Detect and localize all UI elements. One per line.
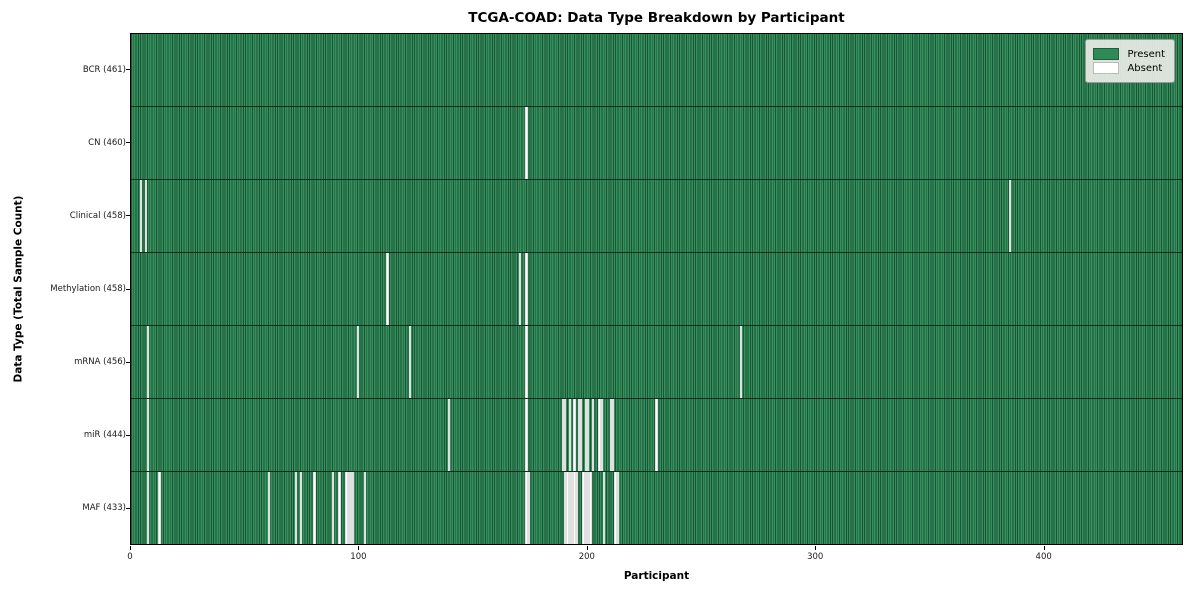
y-tick-mark: [126, 288, 130, 290]
data-type-row-maf: [131, 472, 1182, 544]
absent-stripe: [614, 472, 617, 544]
x-tick-mark: [358, 546, 360, 550]
y-tick-mark: [126, 69, 130, 71]
absent-stripe: [598, 399, 601, 471]
absent-stripe: [612, 399, 615, 471]
absent-stripe: [568, 472, 571, 544]
x-tick-label: 200: [578, 552, 595, 562]
x-tick-mark: [586, 546, 588, 550]
absent-stripe: [584, 472, 587, 544]
absent-stripe: [409, 326, 412, 398]
absent-stripe: [140, 180, 143, 252]
x-tick-mark: [1043, 546, 1045, 550]
absent-stripe: [573, 399, 576, 471]
present-swatch: [1093, 48, 1120, 60]
legend: Present Absent: [1085, 39, 1175, 83]
absent-stripe: [146, 472, 150, 544]
absent-stripe: [600, 399, 603, 471]
absent-stripe: [349, 472, 353, 544]
absent-stripe: [616, 472, 619, 544]
absent-stripe: [580, 399, 583, 471]
absent-stripe: [566, 472, 569, 544]
y-tick-label: CN (460): [88, 137, 126, 148]
data-type-row-methylation: [131, 253, 1182, 326]
absent-stripe: [564, 472, 567, 544]
y-tick-mark: [126, 507, 130, 509]
absent-stripe: [589, 472, 592, 544]
x-tick-mark: [130, 546, 131, 550]
absent-swatch: [1093, 62, 1120, 74]
absent-stripe: [525, 253, 528, 325]
x-tick-mark: [815, 546, 817, 550]
absent-stripe: [352, 472, 355, 544]
x-tick-label: 300: [807, 552, 824, 562]
y-tick-mark: [126, 434, 130, 436]
y-tick-label: Methylation (458): [50, 284, 126, 294]
absent-stripe: [525, 107, 528, 179]
absent-stripe: [527, 472, 530, 544]
plot-area: Present Absent: [130, 33, 1183, 545]
absent-stripe: [363, 472, 366, 544]
data-type-row-bcr: [131, 34, 1182, 107]
legend-present-label: Present: [1127, 48, 1165, 60]
absent-stripe: [525, 399, 528, 471]
absent-stripe: [518, 253, 521, 325]
y-tick-mark: [126, 361, 130, 363]
absent-stripe: [345, 472, 348, 544]
absent-stripe: [609, 399, 613, 471]
y-tick-label: BCR (461): [82, 64, 126, 75]
absent-stripe: [331, 472, 334, 544]
x-tick-label: 100: [350, 552, 367, 562]
absent-stripe: [564, 399, 567, 471]
absent-stripe: [584, 399, 587, 471]
absent-stripe: [586, 399, 590, 471]
absent-stripe: [347, 472, 350, 544]
legend-item-present: Present: [1093, 48, 1165, 60]
y-tick-label: mRNA (456): [74, 357, 126, 368]
absent-stripe: [575, 472, 578, 544]
absent-stripe: [582, 472, 585, 544]
absent-stripe: [525, 472, 528, 544]
absent-stripe: [525, 326, 528, 398]
absent-stripe: [146, 399, 150, 471]
absent-stripe: [386, 253, 389, 325]
absent-stripe: [573, 472, 576, 544]
absent-stripe: [561, 399, 565, 471]
absent-stripe: [295, 472, 298, 544]
absent-stripe: [571, 472, 574, 544]
y-tick-mark: [126, 215, 130, 217]
chart-title: TCGA-COAD: Data Type Breakdown by Partic…: [468, 10, 845, 26]
absent-stripe: [158, 472, 161, 544]
absent-stripe: [313, 472, 316, 544]
legend-absent-label: Absent: [1127, 62, 1163, 74]
y-tick-label: miR (444): [83, 430, 126, 441]
absent-stripe: [1008, 180, 1011, 252]
x-tick-label: 400: [1035, 552, 1052, 562]
data-type-row-cn: [131, 107, 1182, 180]
absent-stripe: [655, 399, 658, 471]
absent-stripe: [338, 472, 341, 544]
data-type-row-mrna: [131, 326, 1182, 399]
y-tick-label: Clinical (458): [69, 210, 126, 221]
absent-stripe: [267, 472, 271, 544]
absent-stripe: [299, 472, 302, 544]
absent-stripe: [144, 180, 147, 252]
y-tick-mark: [126, 142, 130, 144]
absent-stripe: [146, 326, 150, 398]
absent-stripe: [586, 472, 590, 544]
absent-stripe: [356, 326, 359, 398]
absent-stripe: [568, 399, 571, 471]
absent-stripe: [591, 399, 594, 471]
absent-stripe: [602, 472, 606, 544]
x-axis-label: Participant: [623, 570, 690, 582]
absent-stripe: [447, 399, 451, 471]
absent-stripe: [577, 399, 581, 471]
absent-stripe: [739, 326, 742, 398]
legend-item-absent: Absent: [1093, 62, 1165, 74]
data-type-row-clinical: [131, 180, 1182, 253]
x-tick-label: 0: [127, 552, 133, 562]
y-tick-label: MAF (433): [82, 503, 126, 514]
data-type-row-mir: [131, 399, 1182, 472]
